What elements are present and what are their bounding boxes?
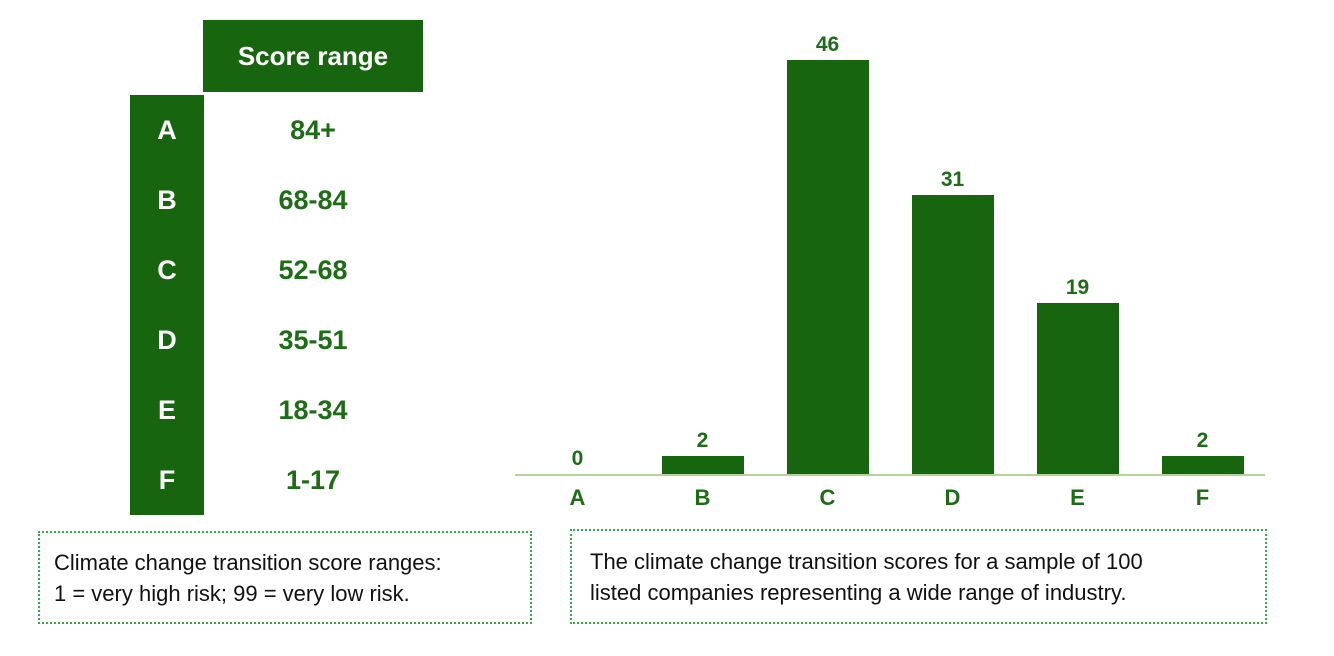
range-cell-C: 52-68: [278, 254, 348, 285]
caption-right-line1: The climate change transition scores for…: [590, 548, 1143, 574]
bar-B: [661, 456, 744, 474]
range-cell-D: 35-51: [278, 324, 348, 355]
bar-chart-plot-area: 0 2 46 31 19 2: [515, 26, 1265, 476]
score-range-header: Score range: [203, 20, 423, 92]
bar-value-label-B: 2: [696, 429, 709, 452]
bar-value-label-C: 46: [815, 33, 840, 56]
grade-cell-F: F: [158, 464, 176, 495]
range-cell-B: 68-84: [278, 184, 348, 215]
axis-label-C: C: [819, 485, 836, 510]
bar-column-A: 0: [515, 448, 640, 474]
grade-cell-C: C: [157, 254, 177, 285]
bar-value-label-E: 19: [1065, 276, 1090, 299]
bar-chart: 0 2 46 31 19 2 A B C D E F: [515, 26, 1265, 511]
bar-value-label-D: 31: [940, 168, 965, 191]
grade-cell-B: B: [157, 184, 177, 215]
caption-score-ranges: Climate change transition score ranges: …: [38, 531, 532, 624]
bar-value-label-A: 0: [571, 447, 584, 470]
bar-D: [911, 195, 994, 474]
bar-column-C: 46: [765, 34, 890, 474]
bar-column-F: 2: [1140, 430, 1265, 474]
grade-cell-D: D: [157, 324, 177, 355]
grade-cell-A: A: [157, 114, 177, 145]
axis-label-E: E: [1070, 485, 1085, 510]
bar-C: [786, 60, 869, 474]
grade-letter-column: A B C D E F: [130, 95, 204, 515]
bar-column-D: 31: [890, 169, 1015, 474]
bar-value-label-F: 2: [1196, 429, 1209, 452]
caption-left-line2: 1 = very high risk; 99 = very low risk.: [54, 580, 410, 606]
axis-label-F: F: [1195, 485, 1210, 510]
caption-sample-description: The climate change transition scores for…: [570, 529, 1267, 624]
range-cell-A: 84+: [290, 114, 336, 145]
range-cell-E: 18-34: [278, 394, 348, 425]
caption-left-line1: Climate change transition score ranges:: [54, 549, 442, 575]
score-range-column: 84+ 68-84 52-68 35-51 18-34 1-17: [204, 95, 422, 515]
range-cell-F: 1-17: [285, 464, 341, 495]
caption-right-line2: listed companies representing a wide ran…: [590, 579, 1127, 605]
category-axis: A B C D E F: [515, 485, 1265, 511]
bar-F: [1161, 456, 1244, 474]
axis-label-A: A: [569, 485, 586, 510]
bar-column-E: 19: [1015, 277, 1140, 474]
axis-label-D: D: [944, 485, 961, 510]
bar-column-B: 2: [640, 430, 765, 474]
bar-E: [1036, 303, 1119, 474]
grade-cell-E: E: [157, 394, 176, 425]
axis-label-B: B: [694, 485, 711, 510]
